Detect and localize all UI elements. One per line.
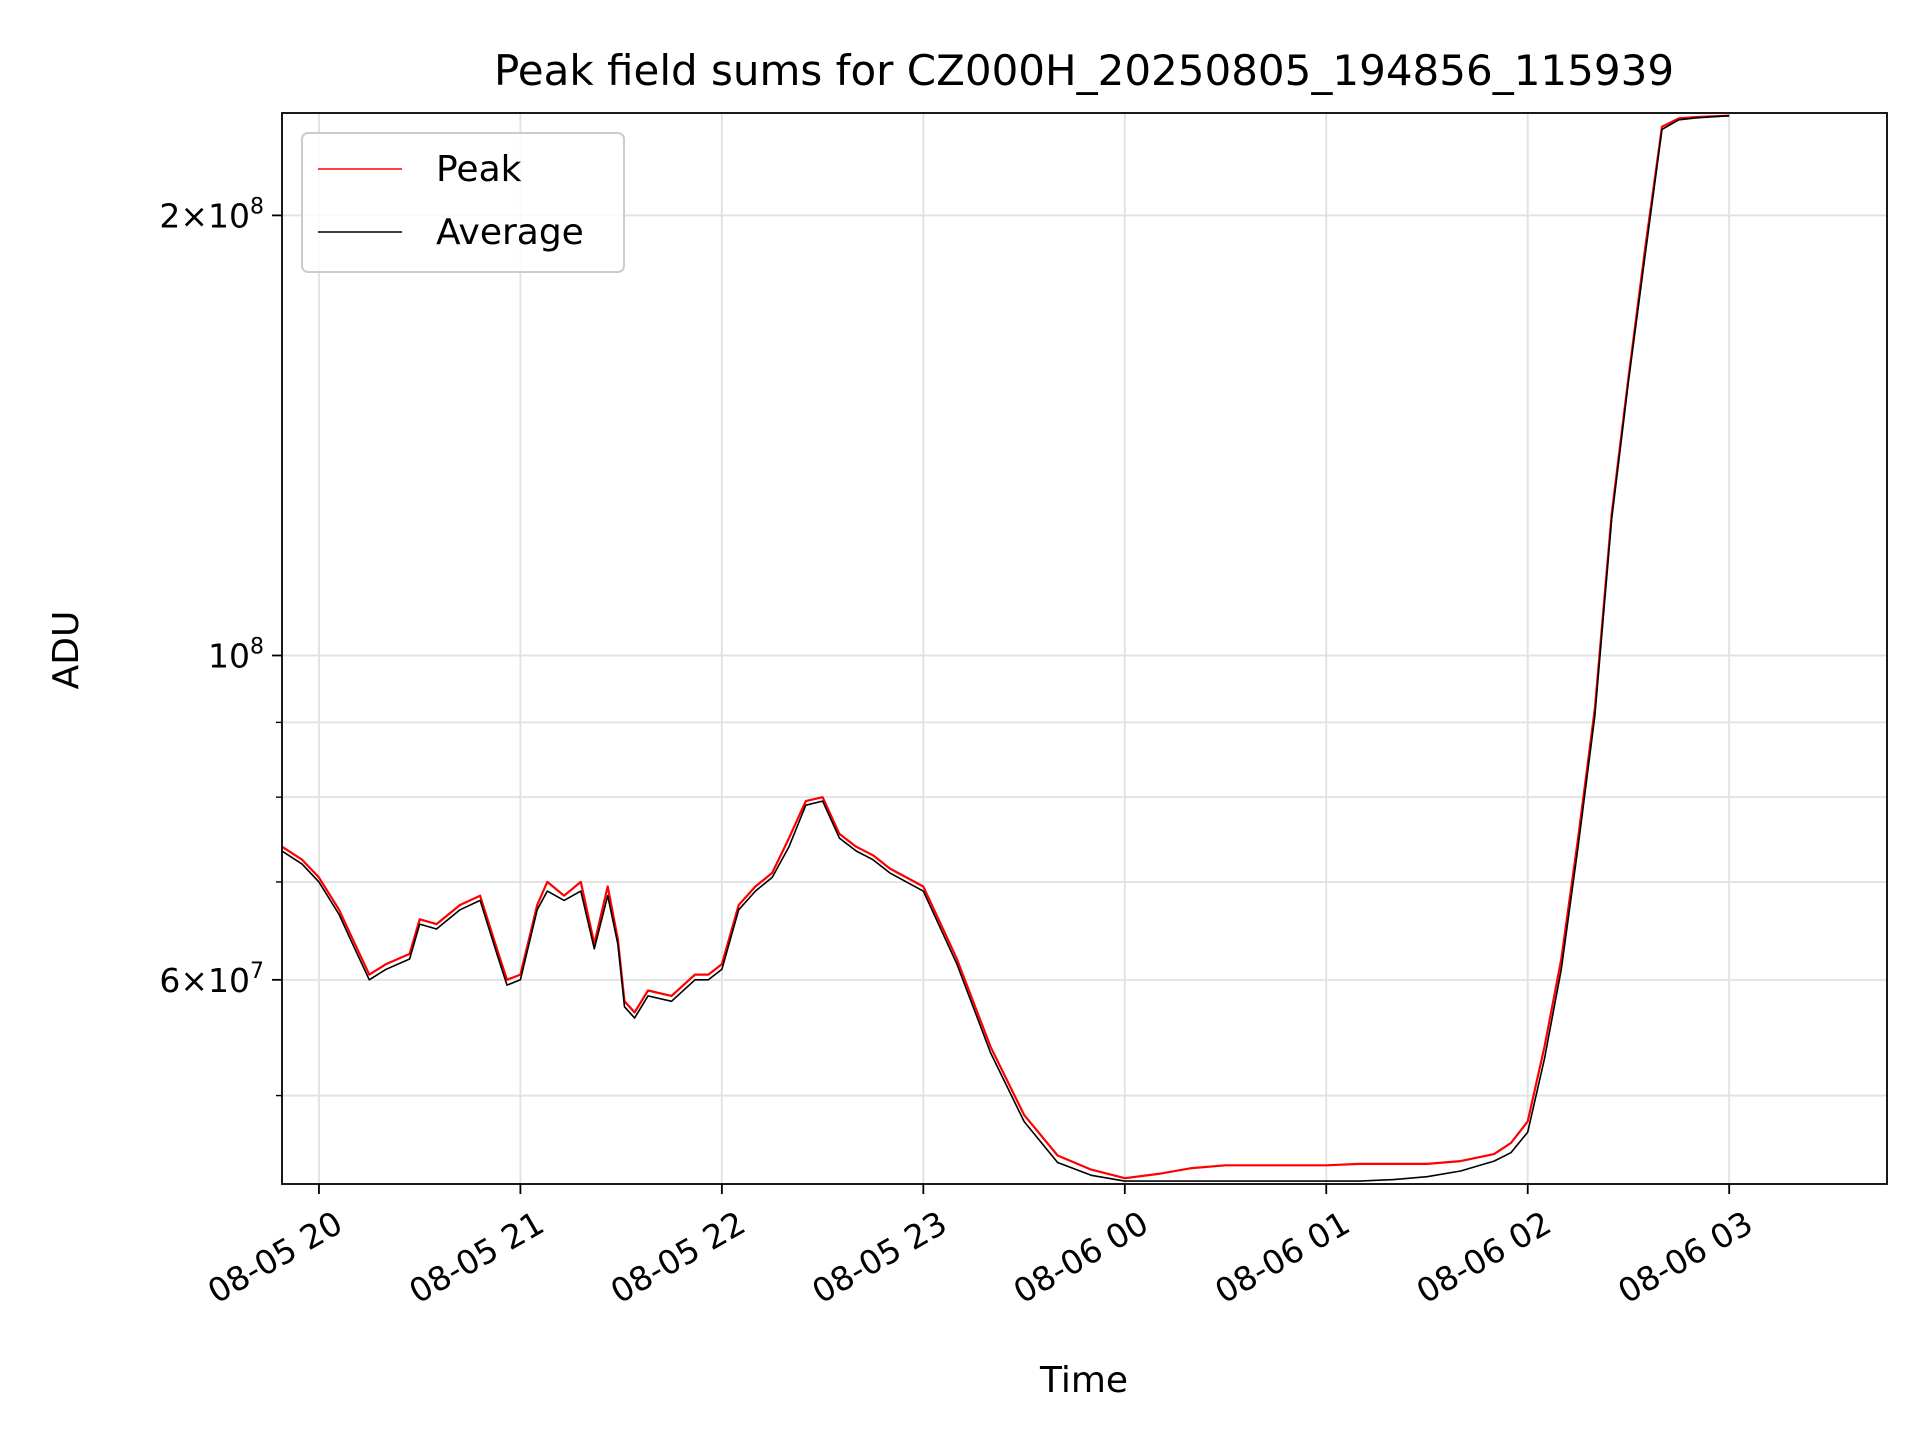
legend-label-average: Average xyxy=(436,212,584,253)
y-tick-label: 2×108 xyxy=(159,194,264,235)
chart-title: Peak field sums for CZ000H_20250805_1948… xyxy=(494,46,1674,95)
y-axis: 6×107 108 2×108 xyxy=(159,194,282,1097)
legend-box xyxy=(301,132,625,273)
y-tick-label: 108 xyxy=(208,634,264,675)
plot-frame xyxy=(281,112,1888,1185)
series-line-average xyxy=(282,114,1730,1182)
y-tick-label: 6×107 xyxy=(159,959,264,1000)
series-layer xyxy=(282,114,1730,1182)
y-axis-label: ADU xyxy=(46,611,87,690)
legend: Peak Average xyxy=(301,132,625,273)
legend-label-peak: Peak xyxy=(436,149,522,190)
series-line-peak xyxy=(282,114,1730,1180)
x-axis-label: Time xyxy=(1039,1360,1128,1401)
grid xyxy=(282,113,1887,1184)
